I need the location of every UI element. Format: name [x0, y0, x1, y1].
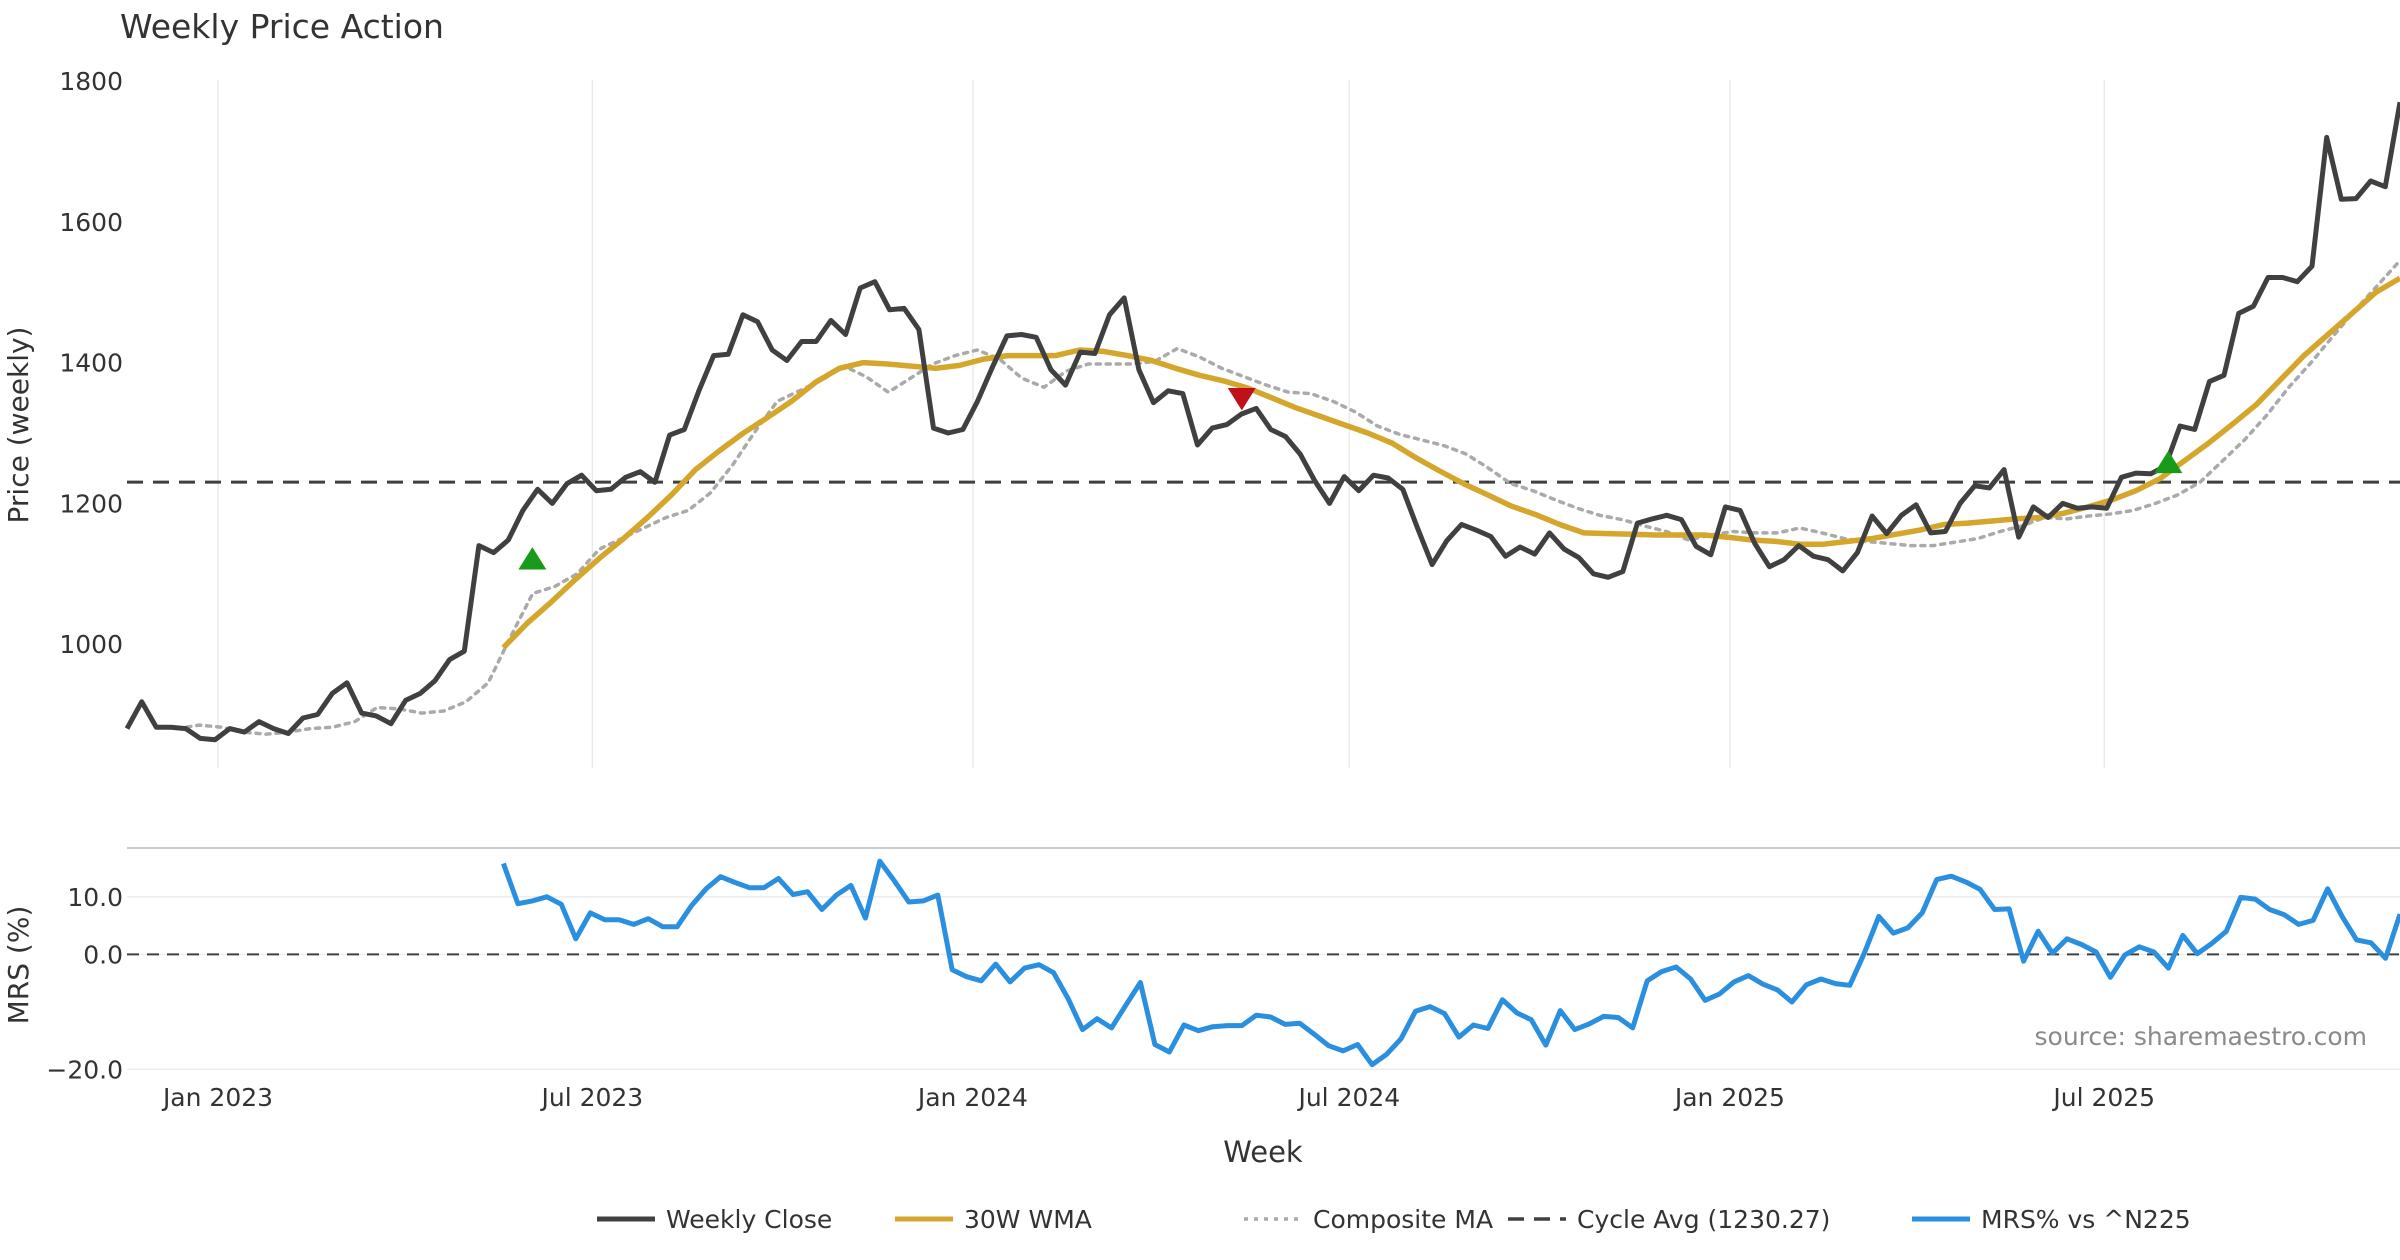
x-tick-label: Jan 2024 — [916, 1083, 1028, 1112]
chart-title: Weekly Price Action — [120, 7, 444, 46]
signal-markers — [518, 388, 2183, 570]
price-y-ticks: 1000 1200 1400 1600 1800 — [59, 67, 123, 659]
buy-signal-marker — [2154, 450, 2183, 474]
legend-item: Composite MA — [1244, 1205, 1493, 1234]
mrs-y-tick-label: 0.0 — [83, 940, 123, 969]
weekly-close-line — [124, 101, 2400, 743]
x-axis-label: Week — [1223, 1135, 1303, 1169]
price-y-axis-label: Price (weekly) — [2, 327, 35, 524]
wma-30w-line — [501, 275, 2400, 650]
price-grid — [217, 80, 2105, 768]
mrs-line — [501, 858, 2400, 1068]
x-tick-label: Jan 2025 — [1673, 1083, 1785, 1112]
composite-ma-line — [175, 258, 2400, 736]
mrs-y-tick-label: −20.0 — [46, 1055, 123, 1084]
legend-item: MRS% vs ^N225 — [1912, 1205, 2191, 1234]
mrs-y-axis-label: MRS (%) — [2, 906, 35, 1025]
x-axis-ticks: Jan 2023 Jul 2023 Jan 2024 Jul 2024 Jan 2025… — [161, 1083, 2155, 1112]
x-tick-label: Jul 2025 — [2051, 1083, 2155, 1112]
legend-label: Cycle Avg (1230.27) — [1577, 1205, 1830, 1234]
legend: Weekly Close 30W WMA Composite MA Cycle Avg… — [597, 1205, 2191, 1234]
mrs-y-ticks: 10.0 0.0 −20.0 — [46, 883, 123, 1084]
price-y-tick-label: 1800 — [59, 67, 123, 96]
legend-label: Composite MA — [1313, 1205, 1493, 1234]
legend-item: Cycle Avg (1230.27) — [1508, 1205, 1830, 1234]
mrs-y-tick-label: 10.0 — [67, 883, 123, 912]
price-y-tick-label: 1600 — [59, 208, 123, 237]
price-y-tick-label: 1200 — [59, 489, 123, 518]
price-y-tick-label: 1000 — [59, 630, 123, 659]
x-tick-label: Jul 2024 — [1296, 1083, 1400, 1112]
buy-signal-marker — [518, 547, 547, 570]
x-tick-label: Jul 2023 — [539, 1083, 643, 1112]
sell-signal-marker — [1227, 388, 1256, 411]
legend-item: 30W WMA — [895, 1205, 1092, 1234]
source-text: source: sharemaestro.com — [2035, 1022, 2368, 1051]
legend-label: Weekly Close — [666, 1205, 832, 1234]
legend-item: Weekly Close — [597, 1205, 832, 1234]
price-y-tick-label: 1400 — [59, 349, 123, 378]
x-tick-label: Jan 2023 — [161, 1083, 273, 1112]
legend-label: MRS% vs ^N225 — [1981, 1205, 2191, 1234]
legend-label: 30W WMA — [964, 1205, 1092, 1234]
